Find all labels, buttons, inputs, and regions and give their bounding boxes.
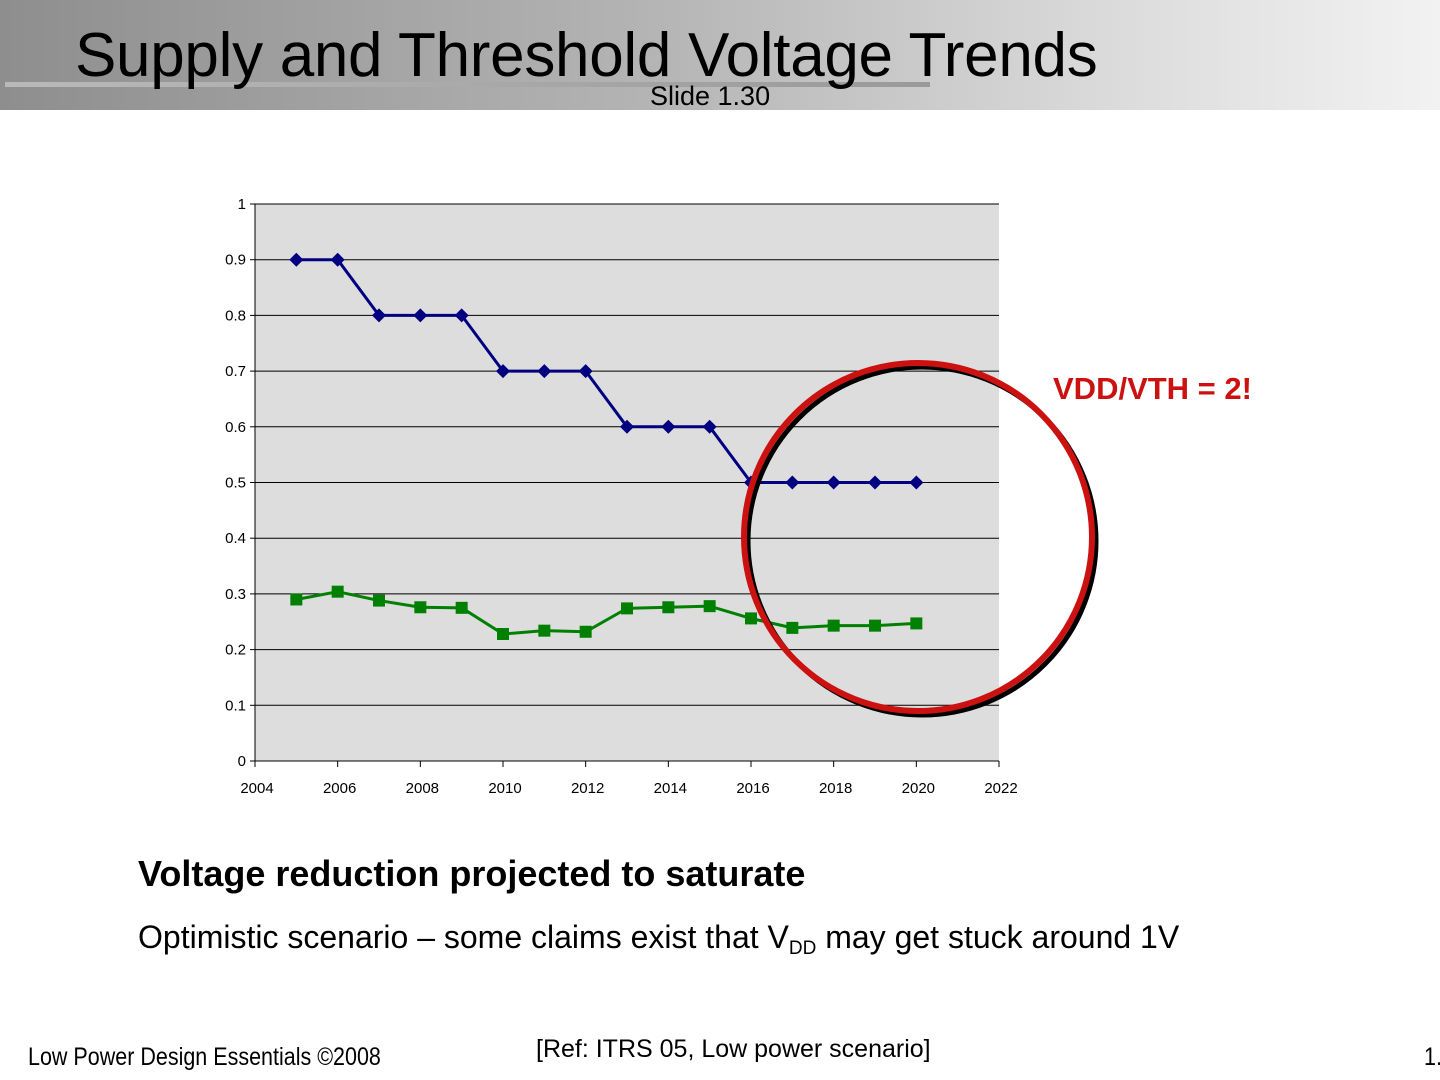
x-tick-label: 2006 <box>323 780 356 797</box>
y-tick-label: 0.3 <box>225 586 246 603</box>
footer-copyright: Low Power Design Essentials ©2008 <box>28 1043 381 1071</box>
series-1-point <box>372 308 386 323</box>
y-tick-label: 0.6 <box>225 419 246 436</box>
x-tick-label: 2020 <box>902 780 935 797</box>
annotation-circle-shadow <box>745 364 1099 718</box>
axes <box>250 203 1000 767</box>
x-tick-label: 2008 <box>406 780 439 797</box>
series-2-point <box>414 601 427 614</box>
subline-subscript: DD <box>788 938 817 959</box>
series-2-line <box>296 590 917 636</box>
series-2-point <box>373 594 385 607</box>
footer-reference: [Ref: ITRS 05, Low power scenario] <box>536 1035 931 1063</box>
series-1-point <box>785 475 800 490</box>
series-2-point <box>662 601 675 614</box>
series-2-point <box>745 612 757 625</box>
x-tick-label: 2010 <box>488 780 521 797</box>
series-2-point <box>827 619 840 632</box>
series-2-point <box>703 600 716 613</box>
series-2-point <box>331 585 344 598</box>
x-tick-label: 2014 <box>654 780 687 797</box>
series-1-point <box>496 364 510 379</box>
y-tick-label: 0.4 <box>225 530 246 547</box>
series-2-point <box>621 602 633 615</box>
annotation-circle-ring <box>741 360 1095 714</box>
footer-page-number: 1.30 <box>1424 1043 1440 1071</box>
ratio-annotation: VDD/VTH = 2! <box>1053 371 1252 406</box>
series-1-point <box>661 419 676 434</box>
series-1-point <box>454 308 469 323</box>
series-1-point <box>289 252 304 267</box>
gridlines <box>255 203 999 706</box>
annotation-circle <box>741 360 1099 718</box>
series-1-point <box>330 252 345 267</box>
headline-text: Voltage reduction projected to saturate <box>138 853 806 894</box>
series-1-point <box>702 419 717 434</box>
x-tick-label: 2016 <box>736 780 769 797</box>
y-tick-label: 0.1 <box>225 697 246 714</box>
subline-text: Optimistic scenario – some claims exist … <box>138 917 1180 959</box>
y-tick-label: 1 <box>238 196 246 213</box>
slide-title: Supply and Threshold Voltage Trends <box>75 21 1098 90</box>
y-tick-label: 0.8 <box>225 307 246 324</box>
voltage-trend-chart: 0 0.1 0.2 0.3 0.4 0.5 0.6 0.7 0.8 0.9 1 2004 2006 200… <box>225 196 1099 797</box>
series-2-point <box>786 621 799 634</box>
header-rule <box>5 82 930 87</box>
series-1-point <box>537 364 552 379</box>
subline-before: Optimistic scenario – some claims exist … <box>138 919 789 955</box>
series-1-line <box>296 258 917 484</box>
header-band <box>0 0 1440 110</box>
series-1-point <box>868 475 882 490</box>
y-tick-label: 0.2 <box>225 642 246 659</box>
series-1-point <box>578 364 593 379</box>
series-2-point <box>455 601 468 614</box>
series-2-point <box>579 625 592 638</box>
series-1-point <box>909 475 924 490</box>
x-tick-label: 2022 <box>984 780 1017 797</box>
x-tick-label: 2012 <box>571 780 604 797</box>
subline-after: may get stuck around 1V <box>816 919 1180 955</box>
slide-number: Slide 1.30 <box>650 81 771 111</box>
series-2-point <box>538 624 551 637</box>
y-tick-label: 0.9 <box>225 252 246 269</box>
y-tick-label: 0 <box>238 753 246 770</box>
series-1-point <box>413 308 428 323</box>
series-layer <box>289 252 924 641</box>
tick-labels: 0 0.1 0.2 0.3 0.4 0.5 0.6 0.7 0.8 0.9 1 2004 2006 200… <box>225 196 1018 797</box>
x-tick-label: 2018 <box>819 780 852 797</box>
series-2-point <box>910 617 923 630</box>
series-2-point <box>497 628 509 641</box>
x-tick-label: 2004 <box>240 780 273 797</box>
series-2-point <box>290 593 303 606</box>
y-tick-label: 0.7 <box>225 363 246 380</box>
series-2-point <box>869 619 881 632</box>
y-tick-label: 0.5 <box>225 475 246 492</box>
series-1-point <box>620 419 634 434</box>
series-1-point <box>826 475 841 490</box>
